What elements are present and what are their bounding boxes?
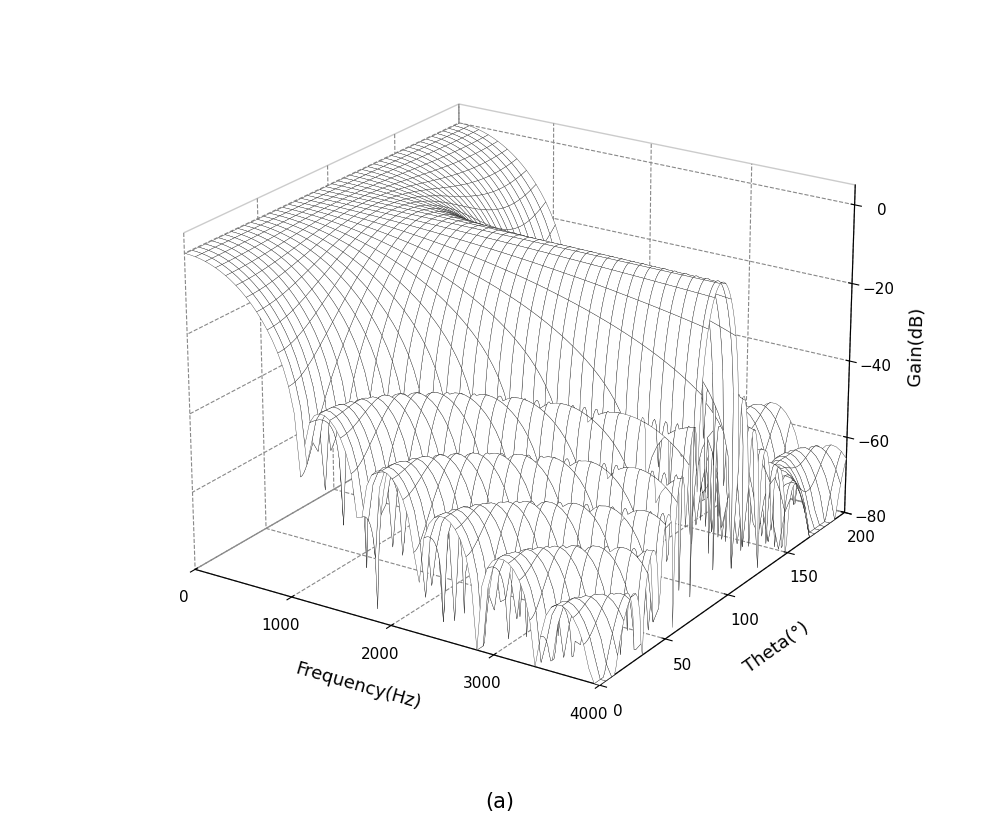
Text: (a): (a)	[486, 792, 514, 812]
X-axis label: Frequency(Hz): Frequency(Hz)	[293, 660, 423, 713]
Y-axis label: Theta(°): Theta(°)	[741, 618, 813, 677]
